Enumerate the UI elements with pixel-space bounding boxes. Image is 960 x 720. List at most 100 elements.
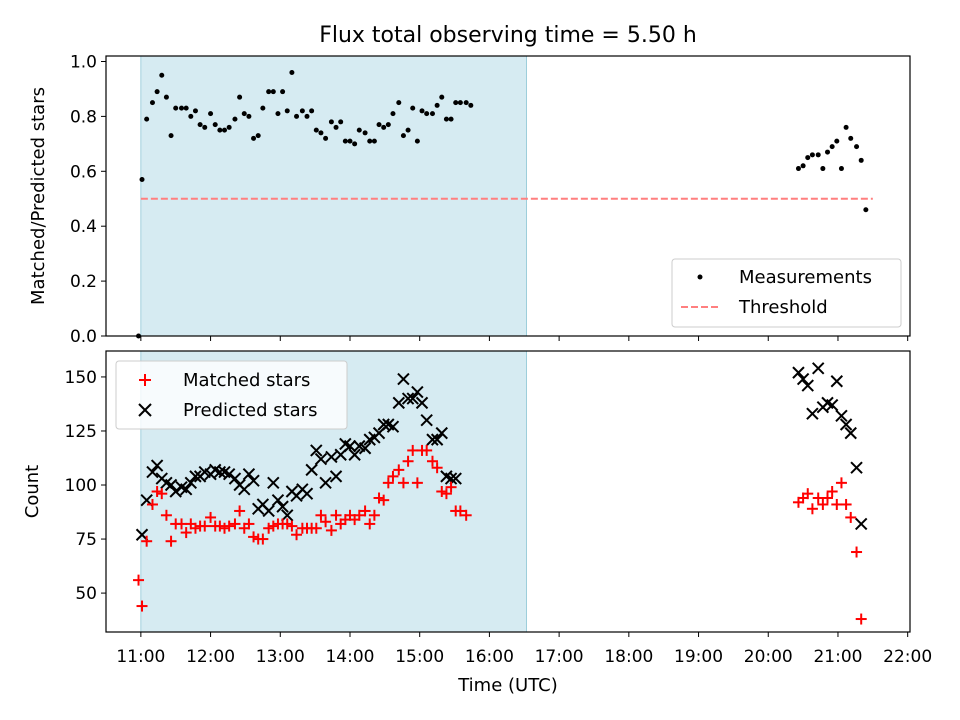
predicted-star-point (314, 452, 328, 466)
predicted-star-point (300, 487, 314, 500)
predicted-star-point (189, 470, 202, 483)
measurement-point (192, 108, 198, 114)
measurement-point (208, 111, 214, 117)
y-tick-label: 50 (75, 584, 97, 604)
matched-star-point (440, 488, 452, 500)
matched-star-point (364, 518, 376, 530)
matched-star-point (234, 505, 246, 517)
matched-star-point (454, 505, 466, 517)
predicted-star-point (146, 465, 159, 479)
matched-star-point (822, 492, 834, 504)
measurement-point (367, 138, 373, 144)
x-tick-label: 16:00 (465, 647, 514, 667)
predicted-stars-legend-label: Predicted stars (183, 400, 317, 421)
matched-star-point (402, 455, 414, 467)
measurements-legend-label: Measurements (739, 267, 872, 288)
measurement-point (858, 157, 864, 163)
y-tick-label: 0.2 (70, 272, 97, 292)
matched-star-point (460, 509, 472, 521)
matched-star-point (205, 511, 217, 523)
measurement-point (829, 144, 835, 150)
ratio-x-ticks (140, 336, 909, 341)
measurement-point (834, 138, 840, 144)
matched-star-point (855, 613, 867, 625)
measurement-point (246, 113, 252, 119)
predicted-star-point (276, 500, 289, 513)
predicted-star-point (850, 461, 863, 474)
predicted-star-point (377, 418, 390, 431)
matched-stars-legend-label: Matched stars (183, 370, 310, 391)
measurement-point (815, 152, 821, 158)
measurement-point (284, 108, 290, 114)
predicted-star-point (271, 493, 285, 507)
measurement-point (280, 89, 286, 95)
matched-star-point (806, 503, 818, 515)
measurement-point (848, 135, 854, 141)
ratio-y-label: Matched/Predicted stars (28, 87, 49, 305)
x-tick-label: 13:00 (256, 647, 305, 667)
predicted-star-point (401, 392, 415, 405)
measurement-point (270, 89, 276, 95)
measurement-point (414, 138, 420, 144)
matched-star-point (180, 527, 192, 539)
observing-window-shade (140, 55, 527, 337)
y-tick-label: 1.0 (70, 52, 97, 72)
matched-star-point (286, 520, 298, 532)
predicted-star-point (420, 413, 433, 427)
ratio-panel: 0.0 0.2 0.4 0.6 0.8 1.0 Matched/Predicted sta… (28, 52, 911, 347)
predicted-star-point (854, 517, 868, 531)
x-tick-label: 22:00 (883, 647, 932, 667)
measurement-point (390, 111, 396, 117)
matched-star-point (845, 511, 857, 523)
matched-star-point (310, 522, 322, 534)
count-y-label: Count (22, 465, 43, 518)
measurement-point (309, 108, 315, 114)
predicted-star-point (247, 474, 260, 487)
measurement-point (463, 100, 469, 106)
measurement-point (468, 102, 474, 108)
matched-star-point (851, 546, 863, 558)
matched-star-point (315, 509, 327, 521)
measurement-point (381, 124, 387, 130)
predicted-star-point (430, 433, 444, 446)
predicted-star-point (267, 476, 280, 490)
predicted-star-point (415, 396, 429, 410)
predicted-star-point (184, 476, 198, 490)
measurement-point (217, 127, 223, 133)
measurement-point (362, 130, 368, 136)
measurement-point (328, 119, 334, 125)
predicted-star-point (830, 375, 844, 388)
measurement-point (439, 94, 445, 100)
predicted-stars-legend-marker (138, 403, 152, 417)
predicted-star-point (796, 372, 810, 386)
y-tick-label: 0.0 (70, 327, 97, 347)
predicted-star-point (835, 409, 848, 423)
measurement-point (179, 105, 185, 111)
matched-star-point (156, 488, 168, 500)
matched-star-point (393, 464, 405, 476)
chart-title: Flux total observing time = 5.50 h (319, 23, 697, 48)
predicted-star-point (806, 407, 819, 420)
matched-star-point (368, 509, 380, 521)
matched-star-point (359, 505, 371, 517)
measurement-point (313, 127, 319, 133)
y-tick-label: 75 (75, 530, 97, 550)
measurement-point (429, 111, 435, 117)
matched-star-point (840, 498, 852, 510)
measurements-legend-marker (697, 274, 703, 280)
predicted-star-point (839, 418, 853, 431)
predicted-stars-points (135, 362, 868, 541)
measurement-point (323, 135, 329, 141)
matched-star-point (382, 477, 394, 489)
measurement-point (434, 102, 440, 108)
measurement-point (396, 100, 402, 106)
y-tick-label: 125 (65, 422, 97, 442)
predicted-star-point (435, 426, 448, 440)
matched-star-point (812, 492, 824, 504)
matched-star-point (421, 444, 433, 456)
matched-star-point (426, 455, 438, 467)
measurement-point (405, 127, 411, 133)
predicted-star-point (406, 392, 419, 405)
ratio-y-axis: 0.0 0.2 0.4 0.6 0.8 1.0 (70, 52, 106, 347)
